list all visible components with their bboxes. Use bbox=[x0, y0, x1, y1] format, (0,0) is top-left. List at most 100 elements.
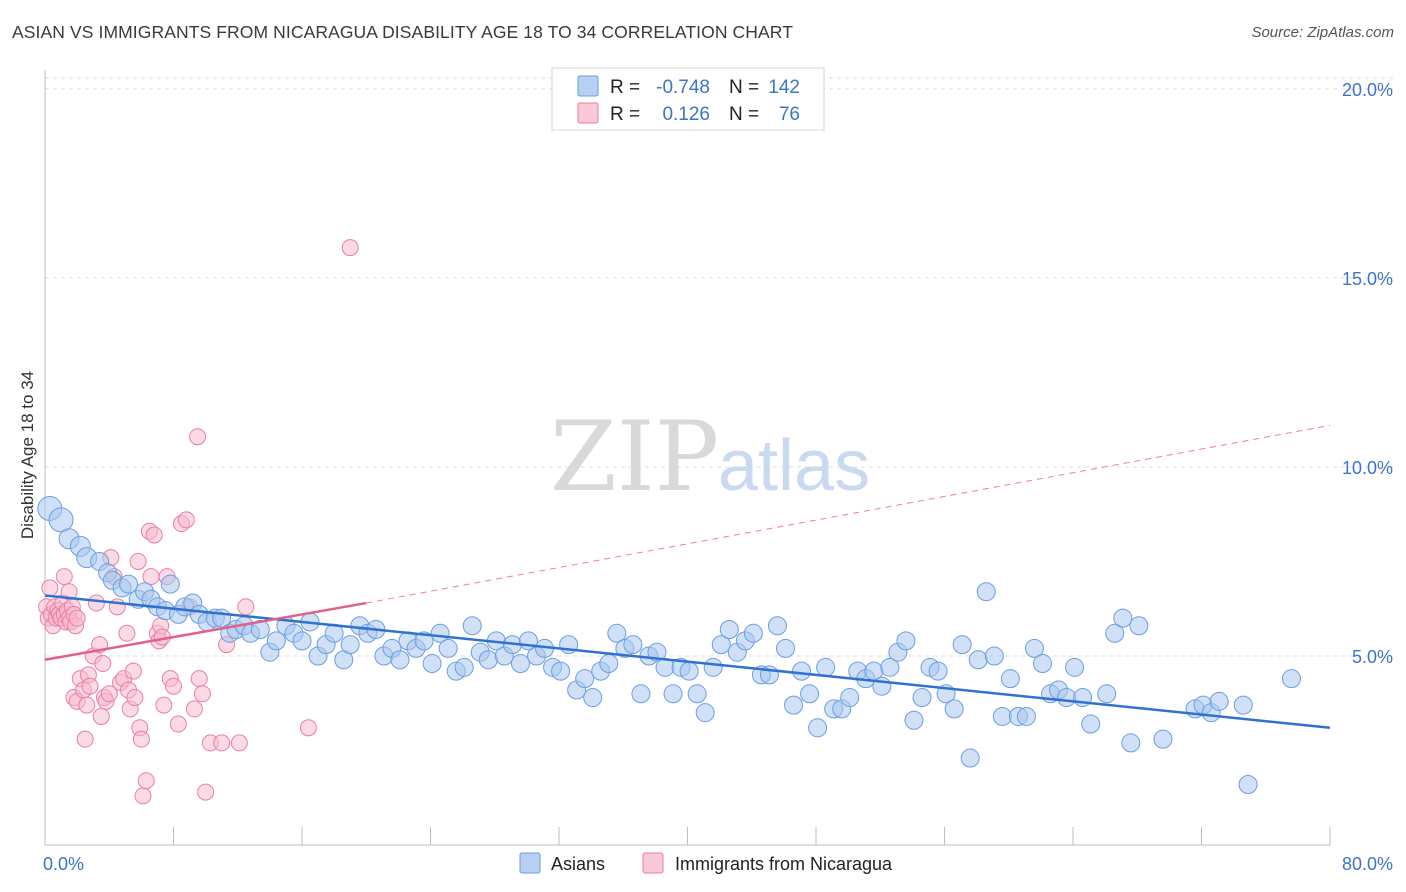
nicaragua-point bbox=[124, 662, 142, 680]
legend-bottom-swatch-nicaragua bbox=[642, 852, 664, 874]
nicaragua-point bbox=[132, 730, 150, 748]
asian-point bbox=[292, 631, 312, 651]
asian-point bbox=[599, 654, 619, 674]
asian-point bbox=[1057, 688, 1077, 708]
asian-point bbox=[1081, 714, 1101, 734]
asian-point bbox=[414, 631, 434, 651]
nicaragua-point bbox=[55, 568, 73, 586]
asian-point bbox=[711, 635, 731, 655]
y-tick-label: 5.0% bbox=[1352, 647, 1393, 667]
asian-point bbox=[462, 616, 482, 636]
asian-point bbox=[48, 507, 74, 533]
asian-point bbox=[631, 684, 651, 704]
legend-swatch-nicaragua bbox=[577, 102, 599, 124]
asian-point bbox=[1113, 608, 1133, 628]
series-asians-points bbox=[37, 496, 1301, 795]
asian-point bbox=[904, 710, 924, 730]
legend-n-label: N = bbox=[729, 104, 759, 125]
legend-r-label: R = bbox=[610, 77, 640, 98]
nicaragua-point bbox=[165, 677, 182, 695]
asian-point bbox=[1032, 654, 1052, 674]
nicaragua-point bbox=[155, 696, 173, 714]
watermark-zip: ZIP bbox=[550, 401, 719, 513]
asian-point bbox=[960, 748, 980, 768]
asian-point bbox=[679, 661, 699, 681]
nicaragua-point bbox=[185, 700, 203, 718]
asian-point bbox=[1105, 623, 1125, 643]
grid-lines bbox=[45, 77, 1393, 657]
asian-point bbox=[968, 650, 988, 670]
nicaragua-trend-extension bbox=[366, 424, 1331, 604]
y-axis-title: Disability Age 18 to 34 bbox=[18, 371, 37, 539]
nicaragua-point bbox=[177, 511, 195, 529]
asian-point bbox=[119, 574, 139, 594]
nicaragua-point bbox=[78, 696, 96, 714]
asian-point bbox=[510, 654, 530, 674]
nicaragua-point bbox=[213, 734, 231, 752]
x-tick-label: 0.0% bbox=[43, 854, 84, 874]
legend-n-value: 142 bbox=[768, 77, 800, 98]
asian-point bbox=[422, 654, 442, 674]
asian-point bbox=[438, 638, 458, 658]
nicaragua-point bbox=[81, 677, 99, 695]
asian-point bbox=[719, 620, 739, 640]
asian-point bbox=[880, 657, 900, 677]
asian-point bbox=[478, 650, 498, 670]
nicaragua-point bbox=[230, 734, 248, 752]
asian-point bbox=[952, 635, 972, 655]
nicaragua-point bbox=[197, 783, 215, 801]
asian-point bbox=[583, 688, 603, 708]
nicaragua-point bbox=[189, 428, 207, 446]
series-nicaragua-points bbox=[38, 239, 359, 805]
nicaragua-point bbox=[92, 707, 110, 725]
tick-labels: 5.0% 10.0% 15.0% 20.0% 0.0% 80.0% bbox=[43, 80, 1393, 874]
asian-point bbox=[792, 661, 812, 681]
asian-point bbox=[1209, 691, 1229, 711]
nicaragua-point bbox=[68, 609, 86, 627]
nicaragua-point bbox=[169, 715, 187, 733]
asian-point bbox=[663, 684, 683, 704]
nicaragua-point bbox=[134, 787, 152, 805]
nicaragua-point bbox=[126, 689, 144, 707]
asian-point bbox=[928, 661, 948, 681]
y-tick-label: 10.0% bbox=[1342, 458, 1393, 478]
asian-point bbox=[160, 574, 180, 594]
source-credit: Source: ZipAtlas.com bbox=[1251, 24, 1394, 41]
asian-point bbox=[800, 684, 820, 704]
asian-point bbox=[1238, 775, 1258, 795]
asian-point bbox=[775, 638, 795, 658]
asian-point bbox=[784, 695, 804, 715]
nicaragua-point bbox=[118, 624, 136, 642]
y-tick-label: 15.0% bbox=[1342, 269, 1393, 289]
nicaragua-trend-line bbox=[44, 601, 367, 661]
nicaragua-point bbox=[100, 685, 118, 703]
asian-point bbox=[454, 657, 474, 677]
asian-point bbox=[266, 631, 286, 651]
asian-point bbox=[912, 688, 932, 708]
asian-point bbox=[390, 650, 410, 670]
legend-bottom-nicaragua: Immigrants from Nicaragua bbox=[675, 854, 893, 874]
asian-point bbox=[767, 616, 787, 636]
asian-point bbox=[340, 635, 360, 655]
asian-point bbox=[647, 642, 667, 662]
nicaragua-point bbox=[41, 579, 59, 597]
asian-point bbox=[976, 582, 996, 602]
trend-lines bbox=[44, 424, 1331, 730]
nicaragua-point bbox=[237, 598, 255, 616]
nicaragua-point bbox=[341, 239, 359, 257]
legend-swatch-asians bbox=[577, 75, 599, 97]
legend-bottom-swatch-asians bbox=[519, 852, 541, 874]
asian-point bbox=[1153, 729, 1173, 749]
asian-point bbox=[623, 635, 643, 655]
asian-point bbox=[1129, 616, 1149, 636]
asian-point bbox=[896, 631, 916, 651]
asian-point bbox=[1097, 684, 1117, 704]
asian-point bbox=[1024, 638, 1044, 658]
x-tick-label: 80.0% bbox=[1342, 854, 1393, 874]
asian-point bbox=[1000, 669, 1020, 689]
legend-n-label: N = bbox=[729, 77, 759, 98]
legend-n-value: 76 bbox=[779, 104, 800, 125]
watermark-atlas: atlas bbox=[718, 426, 870, 506]
asian-point bbox=[816, 657, 836, 677]
